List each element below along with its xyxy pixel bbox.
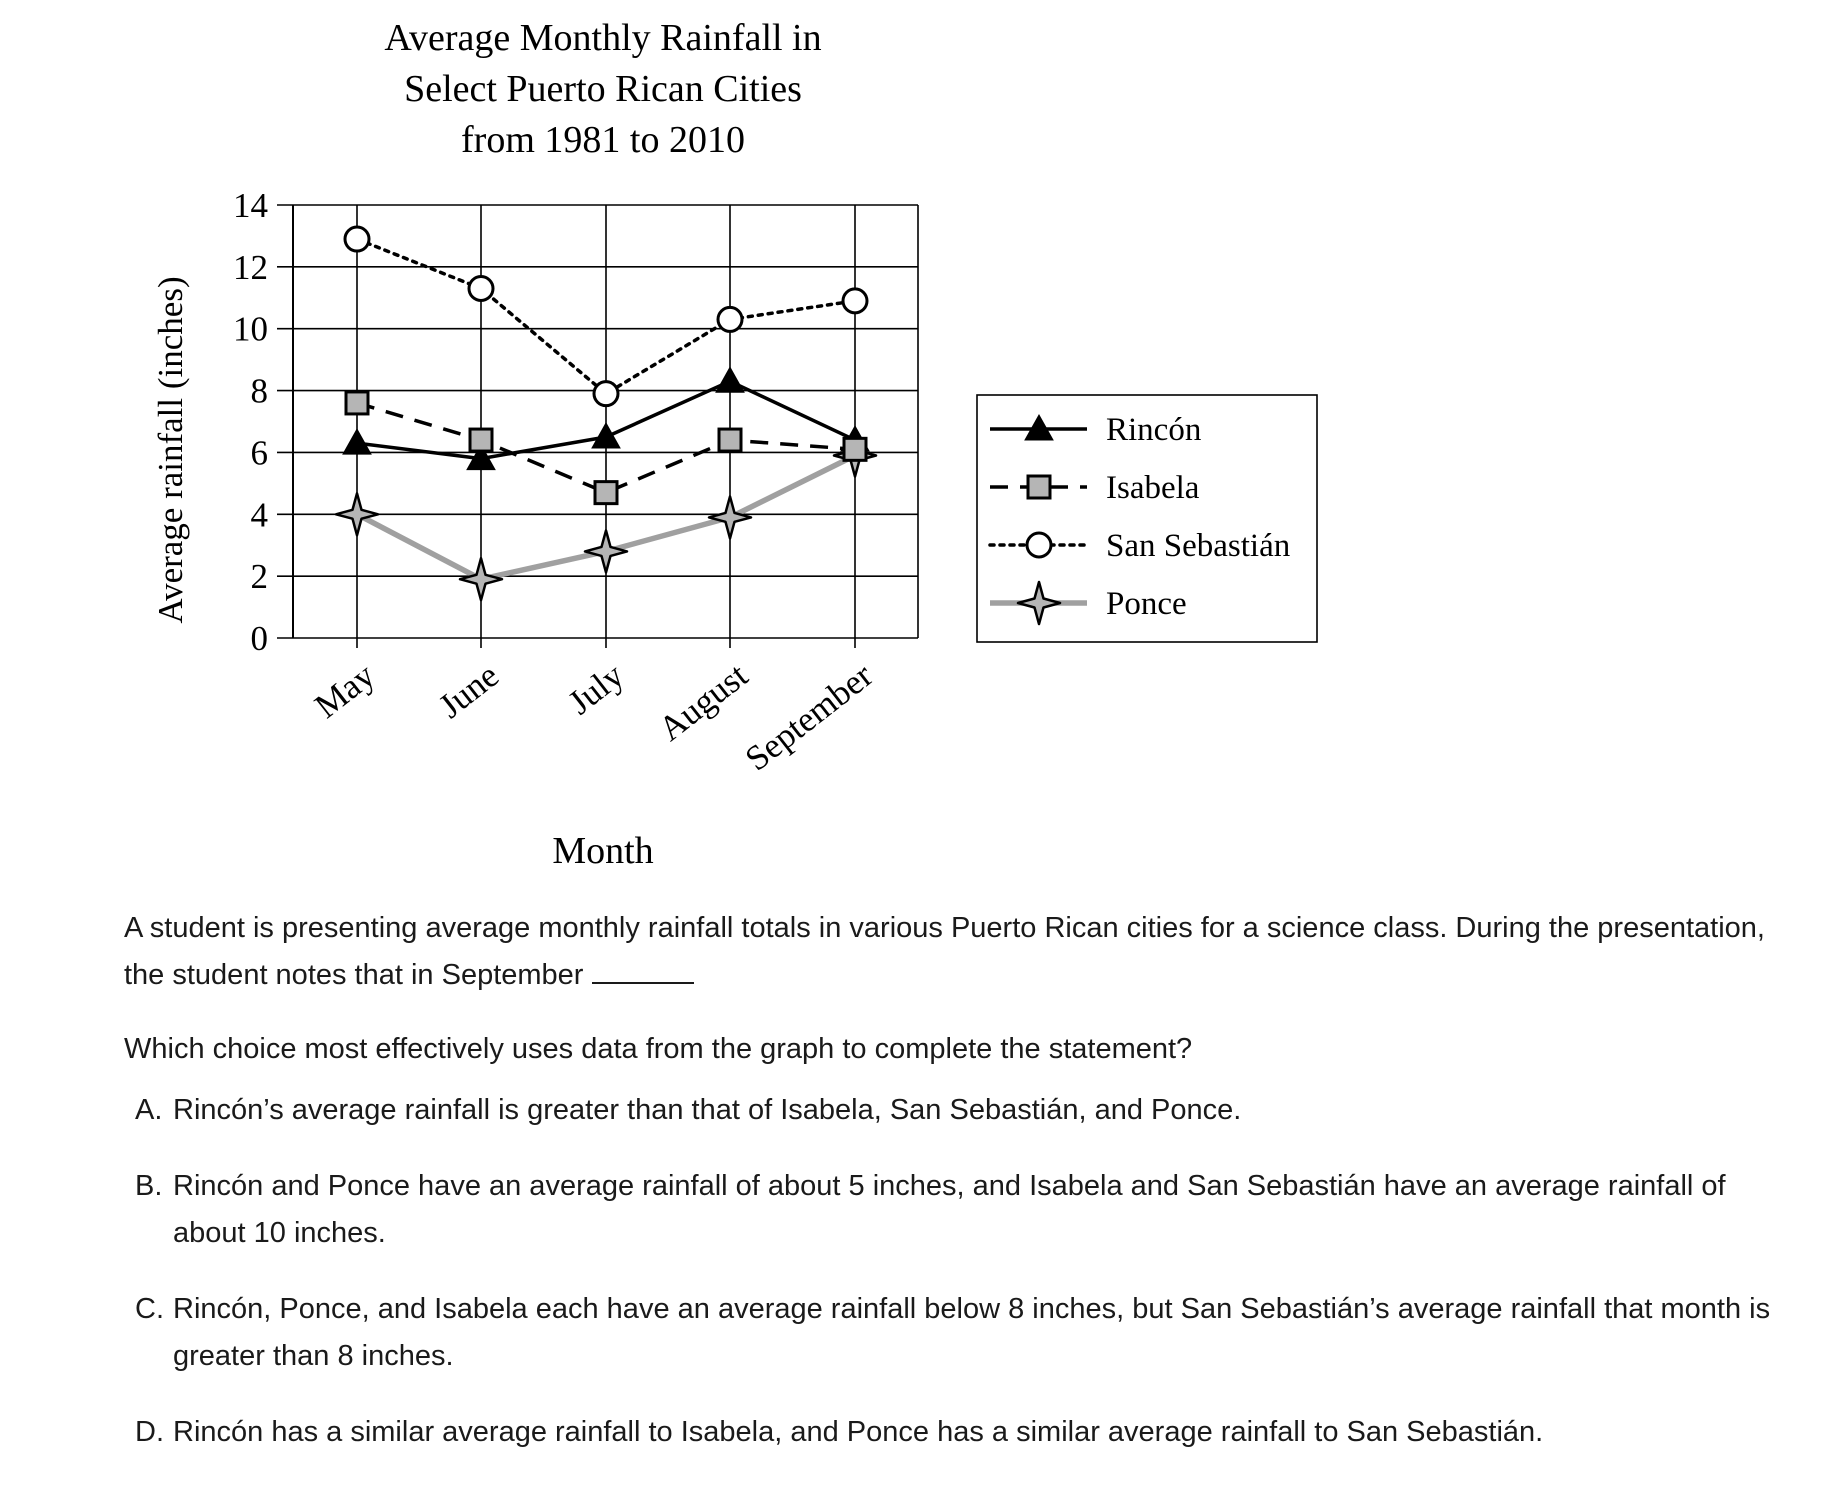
question-prompt: Which choice most effectively uses data …: [124, 1033, 1193, 1065]
choice-text: Rincón’s average rainfall is greater tha…: [173, 1094, 1242, 1126]
x-axis-label: Month: [552, 830, 653, 872]
data-point: [344, 390, 370, 416]
legend-label: Rincón: [1106, 412, 1201, 448]
x-tick-label: May: [307, 655, 382, 726]
x-tick-label: August: [651, 655, 755, 748]
data-point: [842, 436, 868, 462]
data-point: [1024, 413, 1054, 441]
choice-letter: A.: [135, 1094, 163, 1126]
data-point: [717, 427, 743, 453]
choice-d[interactable]: D. Rincón has a similar average rainfall …: [124, 1409, 1804, 1456]
data-point: [1025, 531, 1053, 559]
legend-label: Isabela: [1106, 470, 1200, 506]
data-point: [1026, 474, 1052, 500]
chart-title-line: Average Monthly Rainfall in: [384, 17, 821, 59]
choice-letter: D.: [135, 1416, 164, 1448]
y-tick-label: 4: [251, 495, 269, 534]
y-tick-label: 6: [251, 433, 269, 472]
choice-text: Rincón has a similar average rainfall to…: [173, 1416, 1544, 1448]
chart-grid: [277, 204, 919, 648]
choice-a[interactable]: A. Rincón’s average rainfall is greater t…: [124, 1087, 1804, 1134]
data-point: [466, 443, 496, 471]
chart-title-line: from 1981 to 2010: [461, 119, 745, 161]
data-point: [343, 225, 371, 253]
legend-label: San Sebastián: [1106, 528, 1290, 564]
x-tick-label: July: [561, 655, 631, 722]
data-point: [467, 275, 495, 303]
x-tick-label: September: [738, 655, 880, 778]
data-point: [583, 529, 629, 574]
data-point: [593, 480, 619, 506]
data-point: [715, 366, 745, 393]
choice-letter: B.: [135, 1170, 163, 1202]
y-tick-label: 2: [251, 557, 269, 596]
data-point: [716, 305, 744, 333]
y-tick-label: 10: [233, 310, 268, 349]
series-line: [355, 237, 857, 396]
choice-text: Rincón and Ponce have an average rainfal…: [173, 1170, 1726, 1249]
chart-title: Average Monthly Rainfall in Select Puerto…: [384, 17, 821, 161]
data-point: [592, 380, 620, 408]
stem-text: A student is presenting average monthly …: [124, 912, 1765, 991]
choice-c[interactable]: C. Rincón, Ponce, and Isabela each have a…: [124, 1286, 1804, 1380]
data-point: [342, 428, 372, 455]
chart-legend: Rincón Isabela San Sebastián Ponce: [976, 394, 1318, 643]
y-axis-label: Average rainfall (inches): [151, 276, 190, 623]
legend-label: Ponce: [1106, 586, 1187, 622]
data-point: [458, 556, 504, 602]
rainfall-line-chart: Average Monthly Rainfall in Select Puerto…: [151, 17, 1318, 872]
x-tick-label: June: [431, 656, 506, 726]
data-point: [591, 421, 621, 449]
data-point: [1016, 580, 1062, 626]
fill-in-blank: [591, 958, 694, 984]
chart-title-line: Select Puerto Rican Cities: [404, 68, 802, 110]
answer-choices: A. Rincón’s average rainfall is greater t…: [124, 1087, 1804, 1456]
data-point: [707, 495, 753, 540]
choice-text: Rincón, Ponce, and Isabela each have an …: [173, 1293, 1771, 1372]
choice-b[interactable]: B. Rincón and Ponce have an average rainf…: [124, 1163, 1804, 1257]
y-tick-label: 12: [233, 248, 268, 287]
y-tick-label: 14: [233, 186, 268, 225]
choice-letter: C.: [135, 1293, 164, 1325]
y-axis-ticks: 0 2 4 6 8 10 12 14: [233, 186, 268, 658]
y-tick-label: 0: [251, 619, 269, 658]
chart-series: [334, 225, 878, 602]
question-stem: A student is presenting average monthly …: [124, 905, 1804, 999]
y-tick-label: 8: [251, 372, 269, 411]
data-point: [841, 287, 869, 315]
question-block: A student is presenting average monthly …: [124, 905, 1804, 1485]
data-point: [468, 427, 494, 453]
data-point: [334, 492, 380, 537]
